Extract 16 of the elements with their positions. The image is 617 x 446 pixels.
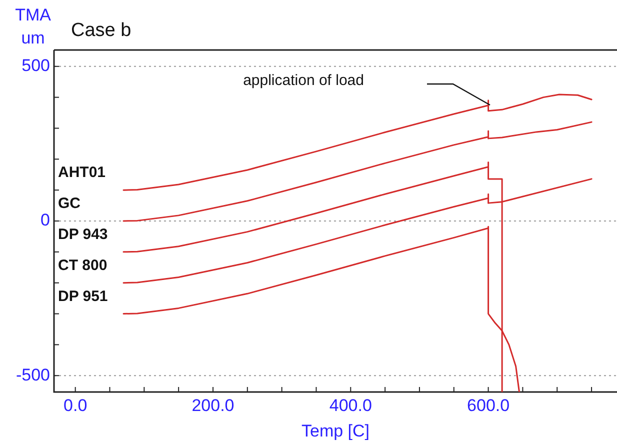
series-label: CT 800 <box>58 256 108 274</box>
x-tick-label: 0.0 <box>64 396 88 415</box>
y-axis-title: TMA um <box>15 6 52 48</box>
x-tick-label: 400.0 <box>329 396 372 415</box>
text: GC <box>58 195 81 212</box>
x-tick-label: 600.0 <box>467 396 510 415</box>
x-tick-label: 200.0 <box>192 396 234 415</box>
x-axis-title: Temp [C] <box>301 421 370 440</box>
y-tick-label: 0 <box>40 210 50 230</box>
annotation: application of load <box>243 72 364 90</box>
series-label: DP 951 <box>58 288 108 305</box>
series-label: AHT01 <box>58 164 106 182</box>
chart-title: Case b <box>71 20 132 42</box>
y-tick-label: -500 <box>16 365 50 384</box>
series-label: DP 943 <box>58 226 108 244</box>
y-tick-label: 500 <box>22 56 50 76</box>
